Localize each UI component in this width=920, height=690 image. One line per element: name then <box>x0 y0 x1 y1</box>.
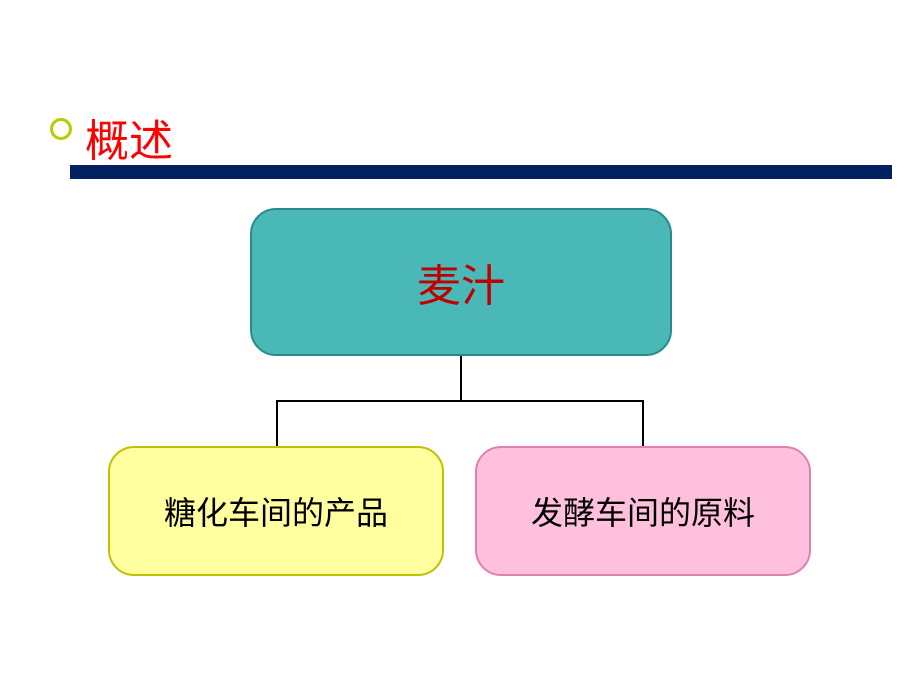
connector-right <box>642 400 644 446</box>
child-node-left: 糖化车间的产品 <box>108 446 444 576</box>
title-underline <box>70 165 892 179</box>
title-bullet <box>50 118 72 140</box>
connector-bar <box>276 400 644 402</box>
slide-title: 概述 <box>85 117 173 166</box>
child-label-left: 糖化车间的产品 <box>164 488 388 534</box>
parent-node: 麦汁 <box>250 208 672 356</box>
title-area: 概述 <box>85 105 173 169</box>
child-node-right: 发酵车间的原料 <box>475 446 811 576</box>
connector-left <box>276 400 278 446</box>
parent-label: 麦汁 <box>417 250 505 314</box>
connector-stem <box>460 356 462 400</box>
child-label-right: 发酵车间的原料 <box>531 488 755 534</box>
